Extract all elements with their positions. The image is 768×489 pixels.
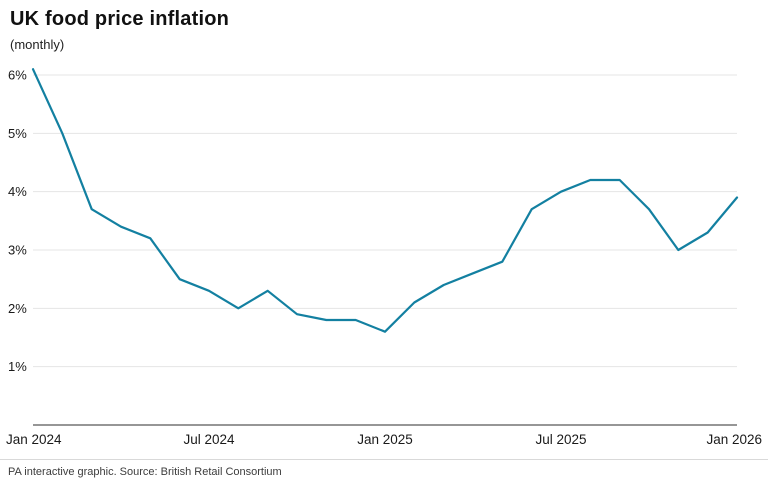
x-axis-label: Jan 2024 — [6, 432, 62, 447]
source-credit: PA interactive graphic. Source: British … — [8, 466, 282, 478]
footer-divider — [0, 459, 768, 460]
x-axis-label: Jan 2026 — [706, 432, 762, 447]
x-axis-label: Jul 2025 — [535, 432, 586, 447]
y-axis-label: 3% — [8, 243, 27, 258]
y-axis-label: 4% — [8, 184, 27, 199]
y-axis-label: 6% — [8, 68, 27, 83]
x-axis-label: Jan 2025 — [357, 432, 413, 447]
chart-title: UK food price inflation — [10, 8, 230, 30]
y-axis-label: 5% — [8, 126, 27, 141]
y-axis-label: 2% — [8, 301, 27, 316]
chart-subtitle: (monthly) — [10, 37, 65, 52]
inflation-series-line — [31, 68, 739, 333]
y-axis-label: 1% — [8, 359, 27, 374]
x-axis-label: Jul 2024 — [183, 432, 235, 447]
